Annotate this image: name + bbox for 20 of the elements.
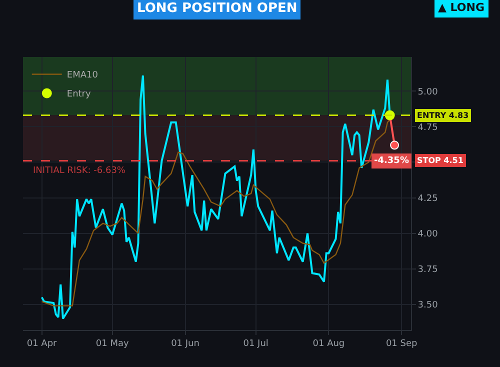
annotation: -4.35%: [374, 156, 409, 166]
x-tick-label: 01 Aug: [312, 338, 345, 349]
x-tick-label: 01 Apr: [26, 338, 58, 349]
text: ▲ LONG: [438, 1, 484, 14]
y-tick-label: 4.25: [418, 194, 438, 204]
y-tick-label: 5.00: [418, 87, 438, 98]
y-tick-label: 4.75: [418, 122, 438, 133]
x-tick-label: 01 Jun: [171, 338, 200, 349]
legend-label: EMA10: [66, 70, 98, 81]
x-tick-label: 01 Sep: [386, 338, 418, 349]
y-tick-label: 4.00: [418, 229, 438, 240]
x-tick-label: 01 Jul: [243, 338, 268, 349]
y-tick-label: 3.75: [418, 265, 438, 276]
x-tick-label: 01 May: [96, 338, 130, 349]
annotation: INITIAL RISK: -6.63%: [33, 166, 126, 176]
text: LONG POSITION OPEN: [137, 1, 298, 16]
ref-line-label: STOP 4.51: [417, 156, 464, 165]
legend-label: Entry: [66, 90, 92, 100]
y-tick-label: 3.50: [418, 300, 438, 311]
ref-line-label: ENTRY 4.83: [417, 111, 469, 120]
